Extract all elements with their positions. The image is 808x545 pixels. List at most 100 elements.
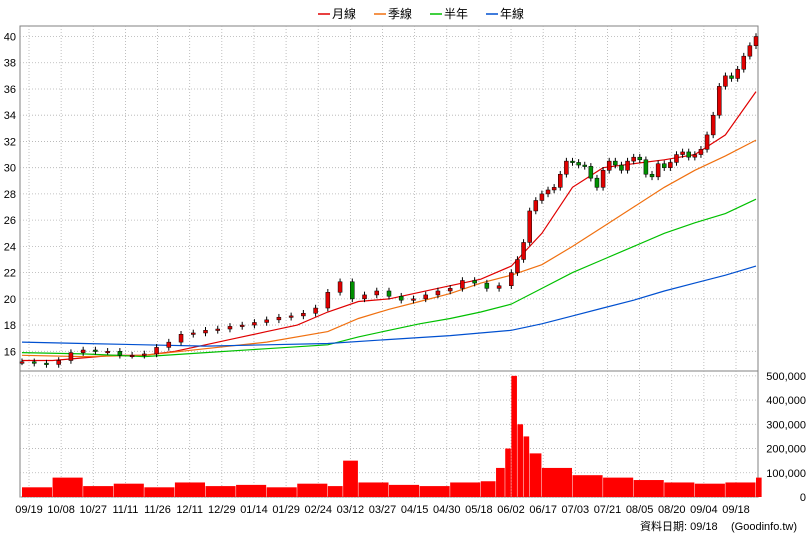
date-tick-label: 12/11 (176, 504, 203, 516)
date-tick-label: 09/04 (690, 504, 718, 516)
volume-bar (83, 486, 114, 497)
candle-body (166, 341, 172, 348)
candle-body (337, 281, 343, 293)
candle-body (533, 200, 539, 212)
volume-bar (511, 375, 517, 497)
legend-label-2: 半年 (444, 7, 468, 21)
candle-body (551, 187, 557, 191)
candle-body (325, 292, 331, 309)
candle-body (68, 352, 74, 361)
candle-body (31, 361, 37, 364)
candle-body (527, 210, 532, 243)
candle-body (484, 282, 490, 289)
candle-body (178, 334, 184, 343)
volume-bar (236, 484, 267, 497)
chart-legend: 月線 季線 半年 年線 (318, 6, 524, 21)
volume-bar (603, 477, 634, 497)
price-tick-label: 40 (4, 31, 16, 43)
date-tick-label: 11/11 (112, 504, 138, 516)
legend-label-3: 年線 (500, 6, 524, 21)
price-tick-label: 28 (4, 189, 16, 201)
candle-body (643, 159, 649, 175)
volume-bar (694, 483, 725, 497)
price-tick-label: 32 (4, 136, 16, 148)
volume-bar (144, 487, 175, 497)
candle-body (729, 75, 734, 79)
volume-tick-label: 400,000 (766, 395, 806, 407)
date-tick-label: 01/29 (272, 504, 300, 516)
candle-body (698, 149, 704, 155)
candle-body (539, 193, 545, 201)
candle-body (239, 324, 245, 327)
candle-body (56, 360, 61, 365)
candle-body (668, 162, 673, 168)
candle-body (747, 45, 753, 57)
price-tick-label: 38 (4, 58, 16, 70)
volume-tick-label: 100,000 (766, 468, 806, 480)
price-tick-label: 22 (4, 268, 16, 280)
candle-body (741, 55, 747, 70)
candle-body (662, 163, 667, 168)
candle-body (619, 164, 624, 171)
volume-bar (633, 480, 664, 497)
candle-body (649, 173, 655, 178)
candle-body (154, 347, 159, 355)
candle-body (692, 154, 698, 158)
candle-body (717, 86, 722, 116)
candle-body (313, 307, 318, 314)
candle-body (545, 189, 551, 195)
candle-body (276, 316, 282, 321)
price-tick-label: 24 (4, 241, 16, 253)
date-tick-label: 11/26 (144, 504, 171, 516)
candle-body (704, 134, 710, 150)
candle-body (350, 281, 355, 300)
volume-bar (266, 487, 297, 497)
date-tick-label: 07/03 (562, 504, 590, 516)
volume-bar (572, 475, 603, 497)
volume-bar (529, 453, 542, 497)
candle-body (44, 362, 49, 365)
candle-body (203, 330, 208, 334)
candle-body (423, 294, 428, 300)
candle-body (374, 290, 380, 296)
date-tick-label: 06/17 (529, 504, 557, 516)
price-tick-label: 30 (4, 163, 16, 175)
candle-body (142, 353, 147, 356)
candle-body (613, 160, 618, 166)
date-tick-label: 12/29 (208, 504, 236, 516)
price-tick-label: 36 (4, 84, 16, 96)
candle-body (594, 177, 600, 188)
volume-bar (756, 477, 762, 497)
candle-body (435, 290, 441, 296)
volume-plot-area (19, 370, 759, 498)
volume-tick-label: 500,000 (766, 371, 806, 383)
date-tick-label: 03/27 (369, 504, 397, 516)
volume-axis-ticks: 0 100,000 200,000 300,000 400,000 500,000 (766, 371, 806, 504)
volume-bar (517, 424, 524, 497)
date-tick-label: 04/15 (401, 504, 429, 516)
candle-body (472, 280, 477, 284)
date-tick-label: 09/19 (15, 504, 43, 516)
volume-bar (419, 486, 450, 497)
candle-body (117, 351, 123, 356)
candle-body (215, 328, 220, 331)
date-tick-label: 01/14 (240, 504, 268, 516)
volume-bar (389, 484, 420, 497)
candle-body (105, 351, 110, 354)
candle-body (362, 294, 367, 300)
date-tick-label: 09/18 (722, 504, 750, 516)
candle-body (686, 151, 691, 158)
volume-bar (664, 482, 695, 497)
candle-body (252, 322, 257, 326)
price-tick-label: 18 (4, 320, 16, 332)
price-tick-label: 16 (4, 346, 16, 358)
price-candles (19, 33, 759, 368)
volume-bar (541, 467, 572, 497)
candle-body (576, 162, 581, 166)
candle-body (710, 114, 716, 136)
price-plot-area (19, 25, 759, 372)
candle-body (655, 163, 661, 178)
candle-body (264, 319, 269, 323)
